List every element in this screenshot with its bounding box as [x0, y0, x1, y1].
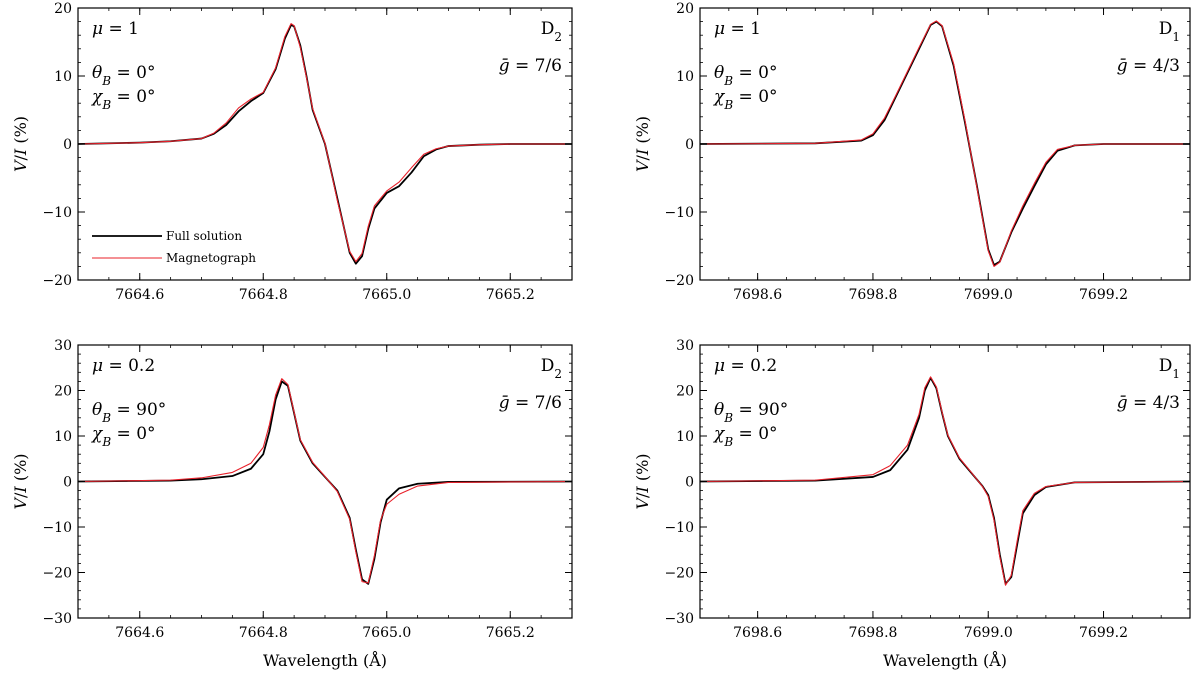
x-tick-label: 7698.8: [848, 625, 897, 641]
x-tick-label: 7699.0: [964, 287, 1013, 303]
x-tick-label: 7664.6: [115, 625, 164, 641]
x-tick-label: 7665.2: [486, 287, 535, 303]
y-tick-label: −10: [42, 205, 72, 221]
x-tick-label: 7664.8: [239, 625, 288, 641]
annotation-theta: θB = 90°: [92, 400, 166, 425]
panel-3: 7664.6 7664.8 7665.0 7665.2 −30 −20 −10 0 10 20 30…: [11, 338, 573, 670]
y-tick-label: 10: [54, 429, 72, 445]
y-tick-label: 10: [676, 69, 694, 85]
y-tick-label: 30: [676, 338, 694, 354]
y-axis-title: V/I (%): [11, 453, 30, 509]
x-axis-title: Wavelength (Å): [883, 650, 1007, 670]
y-tick-label: −30: [42, 611, 72, 627]
y-tick-label: 10: [54, 69, 72, 85]
annotation-theta: θB = 90°: [714, 400, 788, 425]
x-tick-label: 7664.6: [115, 287, 164, 303]
annotation-mu: μ = 0.2: [92, 356, 155, 376]
legend-label: Full solution: [166, 229, 242, 243]
x-tick-label: 7665.0: [362, 625, 411, 641]
annotation-mu: μ = 1: [92, 19, 139, 39]
y-tick-label: −10: [42, 520, 72, 536]
y-tick-label: 0: [63, 475, 72, 491]
y-tick-label: −10: [664, 205, 694, 221]
y-tick-label: −30: [664, 611, 694, 627]
series-line-magnetograph: [700, 20, 1190, 267]
annotation-mu: μ = 1: [714, 19, 761, 39]
y-tick-label: 20: [54, 1, 72, 17]
annotation-line: D1: [1159, 356, 1180, 381]
x-tick-label: 7698.8: [848, 287, 897, 303]
panel-2: 7698.6 7698.8 7699.0 7699.2 −20 −10 0 10 20 V/I (…: [633, 1, 1191, 303]
y-axis-title: V/I (%): [633, 453, 652, 509]
series-line-magnetograph: [78, 23, 572, 263]
annotation-line: D1: [1159, 19, 1180, 44]
y-tick-label: 0: [685, 137, 694, 153]
x-tick-label: 7699.2: [1079, 287, 1128, 303]
x-tick-label: 7664.8: [239, 287, 288, 303]
y-tick-label: 30: [54, 338, 72, 354]
y-axis-title: V/I (%): [11, 116, 30, 172]
legend-label: Magnetograph: [166, 251, 256, 265]
x-tick-label: 7699.2: [1079, 625, 1128, 641]
y-axis-title: V/I (%): [633, 116, 652, 172]
legend: Full solution Magnetograph: [92, 229, 256, 265]
x-axis-title: Wavelength (Å): [263, 650, 387, 670]
panel-1: 7664.6 7664.8 7665.0 7665.2 −20 −10 0 10 20 V/I (…: [11, 1, 573, 303]
panel-4: 7698.6 7698.8 7699.0 7699.2 −30 −20 −10 0 10 20 30…: [633, 338, 1191, 670]
y-tick-label: −10: [664, 520, 694, 536]
x-tick-label: 7698.6: [733, 625, 782, 641]
annotation-chi: χB = 0°: [713, 424, 778, 449]
annotation-theta: θB = 0°: [714, 63, 777, 88]
x-tick-label: 7699.0: [964, 625, 1013, 641]
x-tick-label: 7665.2: [486, 625, 535, 641]
annotation-line: D2: [541, 356, 562, 381]
y-tick-label: 0: [63, 137, 72, 153]
annotation-chi: χB = 0°: [713, 87, 778, 112]
annotation-chi: χB = 0°: [91, 87, 156, 112]
y-tick-label: −20: [664, 566, 694, 582]
annotation-g: ḡ = 4/3: [1117, 56, 1180, 76]
annotation-line: D2: [541, 19, 562, 44]
x-tick-label: 7665.0: [362, 287, 411, 303]
y-tick-label: 20: [676, 384, 694, 400]
y-tick-label: −20: [42, 273, 72, 289]
annotation-g: ḡ = 7/6: [499, 393, 562, 413]
series-line-magnetograph: [78, 378, 572, 584]
annotation-theta: θB = 0°: [92, 63, 155, 88]
annotation-g: ḡ = 7/6: [499, 56, 562, 76]
annotation-mu: μ = 0.2: [714, 356, 777, 376]
y-tick-label: 20: [54, 384, 72, 400]
annotation-g: ḡ = 4/3: [1117, 393, 1180, 413]
y-tick-label: −20: [42, 566, 72, 582]
y-tick-label: −20: [664, 273, 694, 289]
y-tick-label: 0: [685, 475, 694, 491]
y-tick-label: 10: [676, 429, 694, 445]
y-tick-label: 20: [676, 1, 694, 17]
x-tick-label: 7698.6: [733, 287, 782, 303]
series-line-magnetograph: [700, 376, 1190, 586]
annotation-chi: χB = 0°: [91, 424, 156, 449]
